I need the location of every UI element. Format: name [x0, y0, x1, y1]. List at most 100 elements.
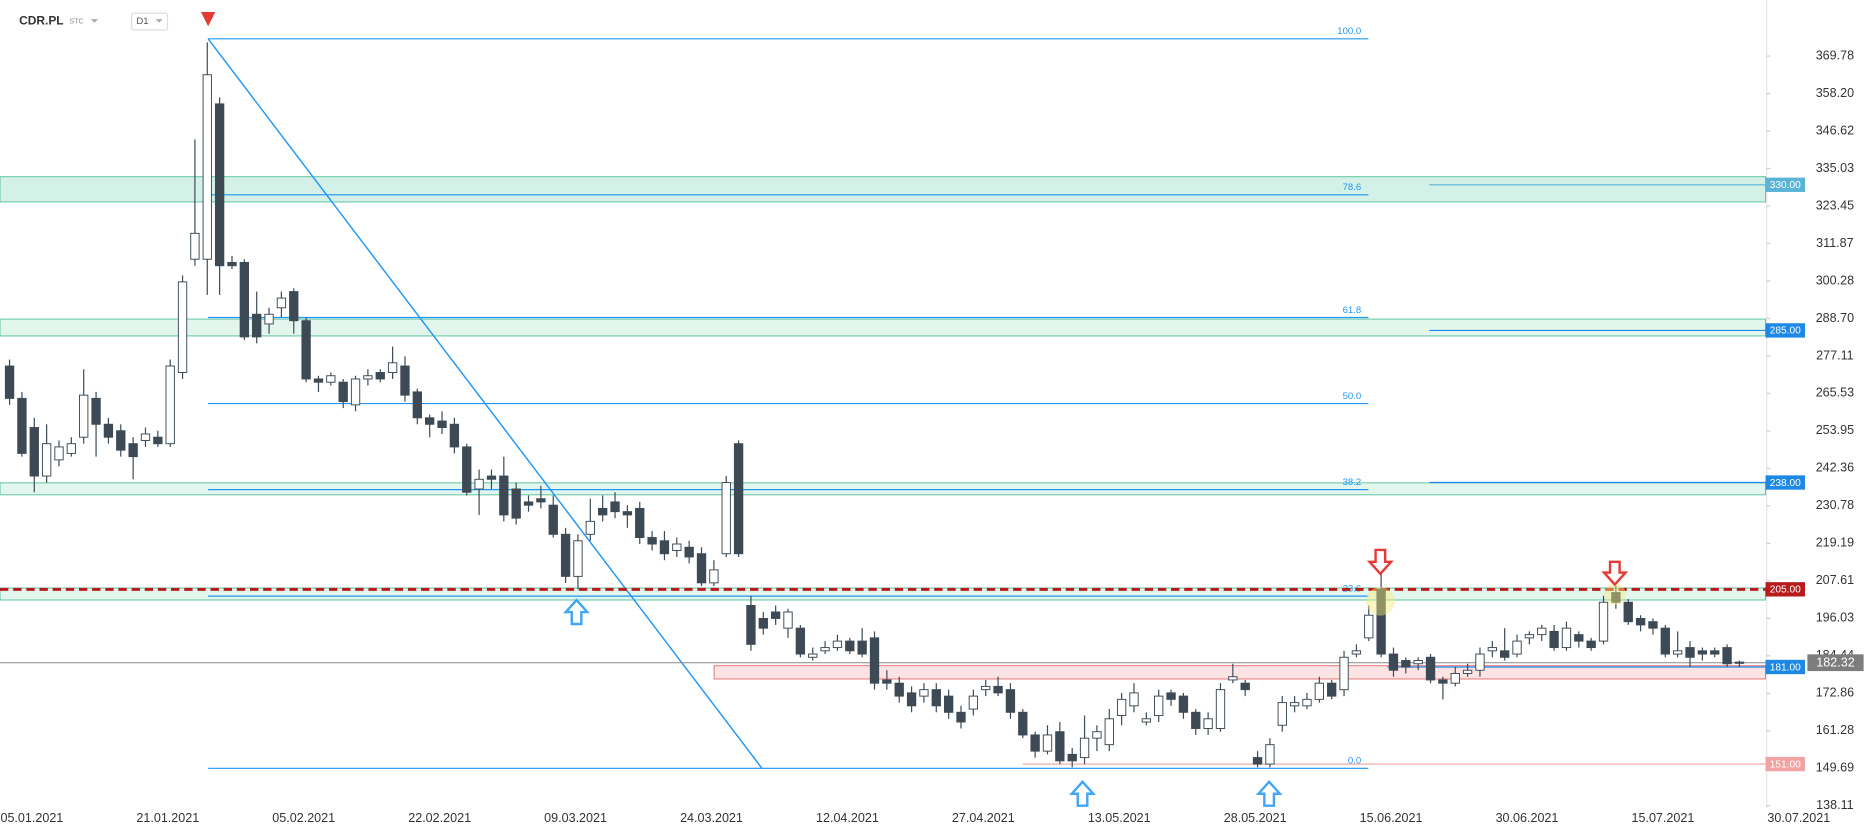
price-tag	[1765, 177, 1805, 192]
candle-body	[1450, 672, 1460, 684]
candle-body	[573, 540, 583, 577]
down-arrow	[200, 11, 216, 27]
candle-body	[548, 504, 558, 535]
candle-body	[350, 378, 361, 406]
candle-body	[943, 695, 954, 713]
candle-body	[1079, 737, 1090, 759]
candle-body	[1388, 653, 1399, 671]
candle-body	[659, 540, 670, 555]
interval-select[interactable]	[130, 12, 169, 31]
candle-body	[66, 443, 77, 454]
symbol[interactable]: CDR.PL	[19, 14, 63, 28]
candle-body	[523, 501, 534, 506]
candle-body	[1722, 647, 1732, 665]
price-tag-label: 151.00	[1770, 759, 1801, 770]
x-tick-label: 30.07.2021	[1767, 811, 1830, 825]
candle-body	[1141, 718, 1152, 723]
candle-body	[1685, 647, 1695, 658]
y-tick-label: 138.11	[1816, 798, 1853, 812]
fib-label: 0.0	[1348, 756, 1361, 767]
candle-body	[425, 417, 435, 425]
candle-body	[770, 611, 781, 619]
y-tick-label: 265.53	[1816, 386, 1854, 400]
candle-body	[400, 365, 410, 396]
candle-body	[1055, 731, 1065, 762]
candle-body	[1252, 757, 1263, 765]
candle-body	[845, 640, 855, 652]
dropdown-icon[interactable]	[90, 19, 99, 23]
x-tick-label: 15.06.2021	[1360, 811, 1423, 825]
price-tag	[1765, 475, 1805, 490]
candle-body	[1203, 718, 1213, 729]
candle-body	[1092, 731, 1102, 739]
y-tick-label: 161.28	[1816, 723, 1854, 737]
candle-body	[1524, 634, 1535, 639]
candle-body	[202, 74, 212, 260]
candle-body	[177, 281, 188, 373]
candle-body	[906, 692, 917, 707]
candle-body	[622, 511, 633, 516]
y-tick-label: 242.36	[1816, 461, 1854, 475]
x-tick-label: 05.01.2021	[0, 811, 63, 825]
candle-body	[1425, 656, 1436, 681]
candle-body	[276, 297, 287, 309]
candle-body	[54, 446, 64, 461]
candle-body	[41, 443, 52, 477]
candle-body	[1500, 650, 1510, 658]
x-tick-label: 09.03.2021	[544, 811, 607, 825]
zone	[0, 176, 1767, 203]
candle-body	[931, 689, 941, 707]
candle-body	[1265, 744, 1275, 765]
candle-body	[721, 482, 731, 555]
candle-body	[981, 685, 991, 691]
price-tag	[1765, 756, 1805, 772]
candle-body	[1129, 692, 1139, 707]
candles	[4, 42, 1745, 768]
candle-body	[264, 313, 274, 325]
y-tick-label: 253.95	[1816, 423, 1854, 437]
candle-body	[103, 423, 114, 438]
candle-body	[474, 478, 484, 490]
candle-body	[1623, 601, 1633, 623]
candle-body	[598, 507, 608, 516]
candle-body	[1289, 702, 1300, 707]
candle-body	[820, 647, 830, 652]
down-arrow	[1366, 548, 1394, 576]
x-tick-label: 15.07.2021	[1632, 811, 1695, 825]
candle-body	[1302, 698, 1312, 707]
y-tick-label: 300.28	[1816, 273, 1854, 287]
y-tick-label: 277.11	[1816, 348, 1853, 362]
candle-body	[956, 711, 966, 723]
candle-body	[1475, 653, 1485, 671]
dropdown-icon[interactable]	[155, 19, 163, 23]
fib-label: 38.2	[1343, 477, 1362, 488]
candle-body	[375, 372, 385, 380]
x-tick-label: 27.04.2021	[952, 811, 1015, 825]
candle-body	[29, 427, 39, 477]
highlight	[1604, 583, 1626, 605]
price-tag-label: 181.00	[1770, 662, 1801, 673]
x-tick-label: 21.01.2021	[136, 811, 199, 825]
candle-body	[1586, 640, 1596, 649]
candle-body	[1240, 682, 1250, 691]
candle-body	[1537, 627, 1547, 636]
candle-body	[1438, 679, 1448, 684]
candle-body	[647, 537, 657, 545]
signals	[200, 11, 1629, 807]
candle-body	[1030, 734, 1040, 752]
candle-body	[808, 653, 818, 658]
interval[interactable]: D1	[136, 16, 148, 27]
candle-body	[1178, 695, 1189, 713]
candle-body	[1067, 753, 1077, 762]
fib-label: 50.0	[1343, 391, 1362, 402]
candle-body	[140, 433, 151, 441]
candle-body	[882, 679, 892, 684]
candle-body	[1673, 650, 1683, 655]
price-tag	[1765, 659, 1805, 675]
price-tag-label: 238.00	[1770, 478, 1801, 489]
candle-body	[437, 420, 447, 428]
y-tick-label: 358.20	[1816, 86, 1854, 100]
candle-body	[116, 430, 126, 451]
